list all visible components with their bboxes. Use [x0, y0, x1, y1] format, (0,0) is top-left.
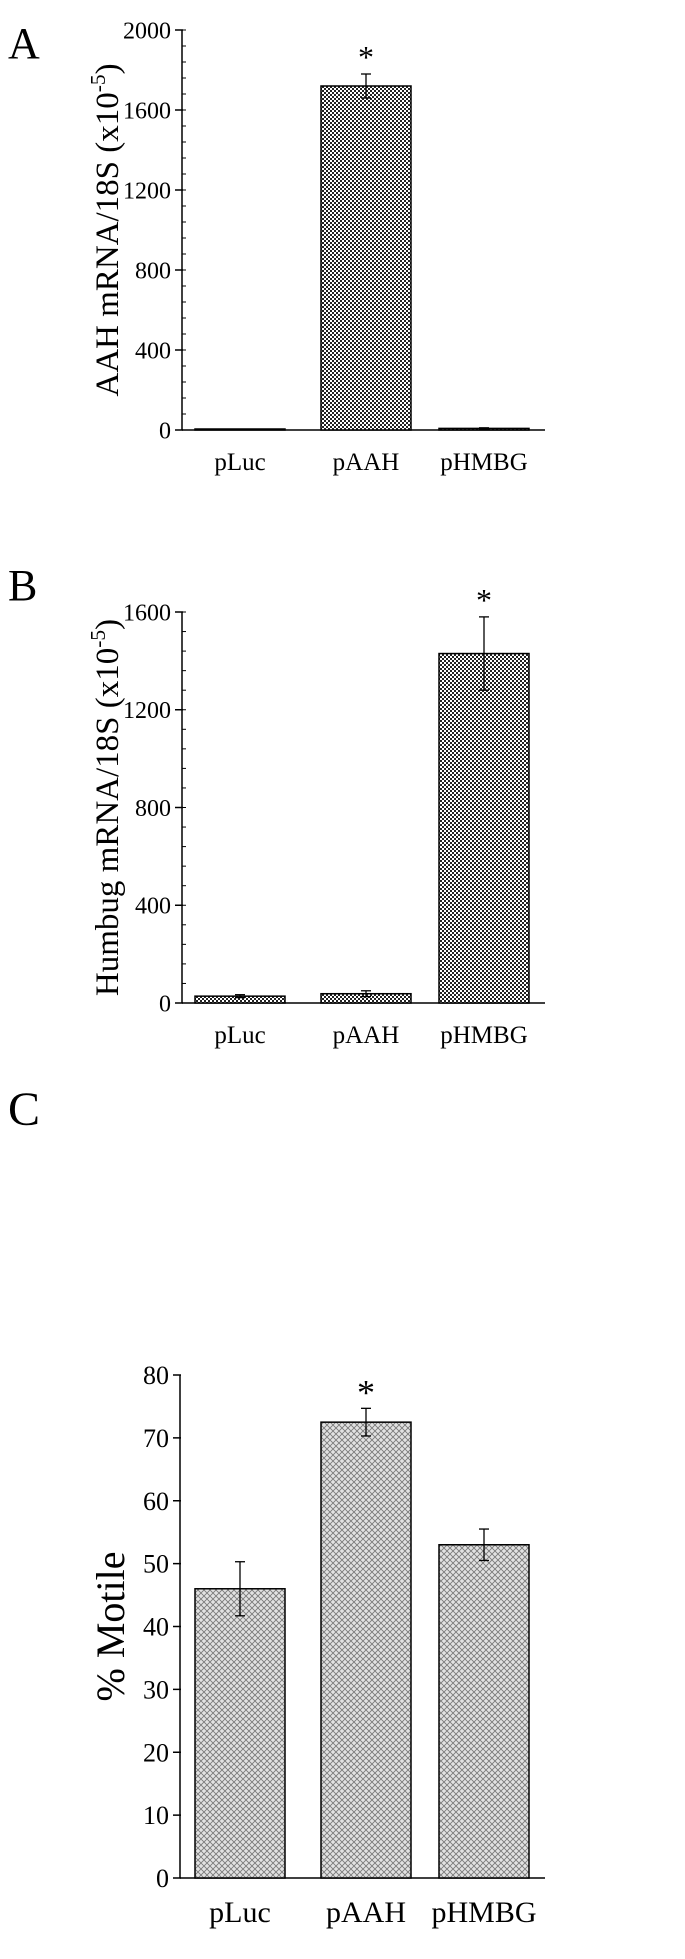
chart-panel-a: A 0 400 800 1200 1600 2000 AAH mRNA/18S (x10-5)…: [8, 18, 545, 476]
y-tick-label: 1200: [123, 178, 171, 204]
y-tick-label: 20: [143, 1738, 169, 1767]
y-axis-label: AAH mRNA/18S (x10-5): [86, 63, 126, 396]
category-label-pAAH: pAAH: [333, 1022, 400, 1049]
bar-pHMBG: [438, 1544, 530, 1879]
y-tick-label: 80: [143, 1361, 169, 1390]
y-axis-label: % Motile: [88, 1552, 133, 1702]
y-tick-label: 60: [143, 1487, 169, 1516]
category-label-pHMBG: pHMBG: [440, 449, 528, 476]
category-label-pAAH: pAAH: [333, 449, 400, 476]
y-tick-label: 0: [156, 1864, 169, 1893]
y-tick-label: 0: [159, 418, 171, 444]
panel-label: C: [8, 1083, 40, 1136]
y-tick-label: 10: [143, 1801, 169, 1830]
bar-pHMBG: [438, 652, 530, 1004]
y-tick-label: 400: [135, 338, 171, 364]
y-tick-label: 30: [143, 1675, 169, 1704]
significance-marker: *: [358, 39, 374, 75]
category-label-pAAH: pAAH: [326, 1896, 406, 1929]
y-tick-label: 400: [135, 894, 171, 920]
y-axis-label-exponent: -5: [86, 74, 110, 92]
chart-panel-c: C 0 10 20 30 40 50 60 70 80 % Motile pLuc * pAAH pHMBG: [8, 1083, 545, 1929]
significance-marker: *: [476, 582, 492, 618]
y-axis-label-text: % Motile: [88, 1552, 133, 1702]
category-label-pHMBG: pHMBG: [431, 1896, 536, 1929]
panel-label: A: [8, 19, 40, 68]
y-axis-label-close: ): [90, 63, 126, 74]
y-tick-label: 800: [135, 258, 171, 284]
y-tick-label: 70: [143, 1424, 169, 1453]
bar-pLuc: [194, 1588, 286, 1879]
y-axis-label-close: ): [90, 619, 126, 630]
y-axis-label-text: Humbug mRNA/18S (x10: [90, 648, 126, 996]
y-tick-label: 40: [143, 1613, 169, 1642]
bar-pAAH: [320, 85, 412, 431]
significance-marker: *: [357, 1372, 375, 1412]
category-label-pLuc: pLuc: [214, 449, 265, 476]
y-tick-label: 1600: [123, 98, 171, 124]
category-label-pLuc: pLuc: [214, 1022, 265, 1049]
y-tick-label: 800: [135, 796, 171, 822]
category-label-pHMBG: pHMBG: [440, 1022, 528, 1049]
bar-pAAH: [320, 1421, 412, 1879]
y-tick-label: 50: [143, 1550, 169, 1579]
y-axis-label-exponent: -5: [86, 630, 110, 648]
y-tick-label: 1200: [123, 698, 171, 724]
y-tick-label: 1600: [123, 600, 171, 626]
y-axis-label-text: AAH mRNA/18S (x10: [90, 92, 126, 396]
category-label-pLuc: pLuc: [209, 1896, 271, 1929]
panel-label: B: [8, 561, 37, 610]
y-tick-label: 2000: [123, 18, 171, 44]
y-tick-label: 0: [159, 991, 171, 1017]
y-axis-label: Humbug mRNA/18S (x10-5): [86, 619, 126, 996]
